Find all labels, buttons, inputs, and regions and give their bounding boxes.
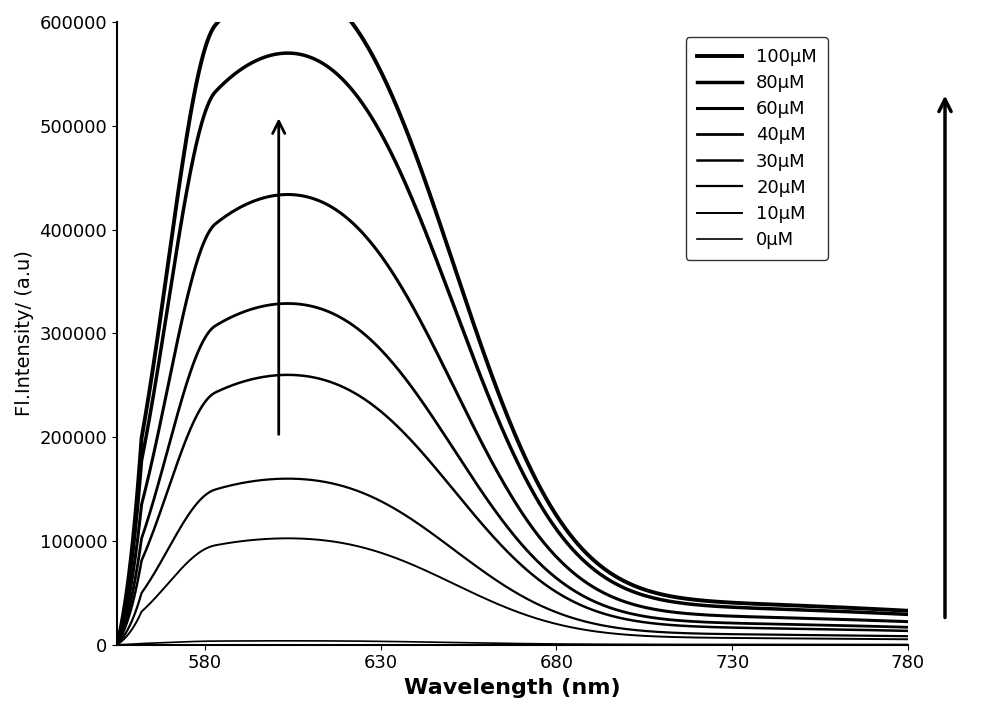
X-axis label: Wavelength (nm): Wavelength (nm) (404, 678, 621, 698)
Legend: 100μM, 80μM, 60μM, 40μM, 30μM, 20μM, 10μM, 0μM: 100μM, 80μM, 60μM, 40μM, 30μM, 20μM, 10μ… (686, 37, 828, 260)
Y-axis label: Fl.Intensity/ (a.u): Fl.Intensity/ (a.u) (15, 250, 34, 416)
